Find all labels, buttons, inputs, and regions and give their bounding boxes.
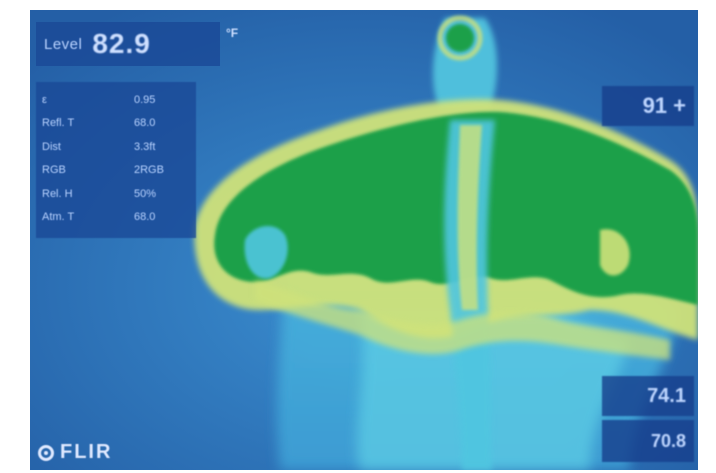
parameter-name: Dist [42, 140, 61, 153]
level-unit: °F [226, 26, 239, 40]
lower-fringe [255, 280, 670, 360]
parameter-value: 50% [134, 187, 157, 200]
thermal-heatmap [30, 10, 698, 470]
level-label: Level [44, 35, 83, 53]
parameter-row: Atm. T 68.0 [40, 206, 192, 230]
top-hotspot [446, 24, 474, 52]
parameter-value: 3.3ft [134, 140, 156, 153]
parameter-name: RGB [42, 164, 66, 177]
brand-name: FLIR [60, 441, 113, 463]
parameter-row: Refl. T 68.0 [40, 112, 192, 136]
level-readout: Level 82.9 [36, 22, 220, 66]
parameter-name: ε [42, 93, 47, 106]
parameter-name: Rel. H [42, 187, 73, 200]
parameter-row: Dist 3.3ft [40, 135, 192, 159]
parameter-value: 68.0 [134, 211, 156, 224]
brand-logo: FLIR [38, 441, 112, 464]
parameter-row: ε 0.95 [40, 88, 192, 112]
parameter-name: Refl. T [42, 117, 75, 130]
right-highlight [600, 229, 630, 276]
temperature-readout-top: 91 + [602, 86, 694, 126]
left-pocket [244, 225, 288, 279]
parameter-value: 2RGB [134, 164, 164, 177]
parameter-row: RGB 2RGB [40, 159, 192, 183]
parameter-value: 0.95 [134, 93, 156, 106]
thermal-image-view: Level 82.9 °F ε 0.95 Refl. T 68.0 Dist 3… [30, 10, 698, 470]
parameter-table: ε 0.95 Refl. T 68.0 Dist 3.3ft RGB 2RGB … [36, 82, 196, 238]
parameter-value: 68.0 [134, 117, 156, 130]
temperature-readout-max: 74.1 [602, 376, 694, 416]
flir-logo-icon [38, 444, 54, 461]
level-value: 82.9 [92, 28, 151, 59]
parameter-row: Rel. H 50% [40, 182, 192, 206]
temperature-readout-min: 70.8 [602, 420, 694, 462]
parameter-name: Atm. T [42, 211, 75, 224]
